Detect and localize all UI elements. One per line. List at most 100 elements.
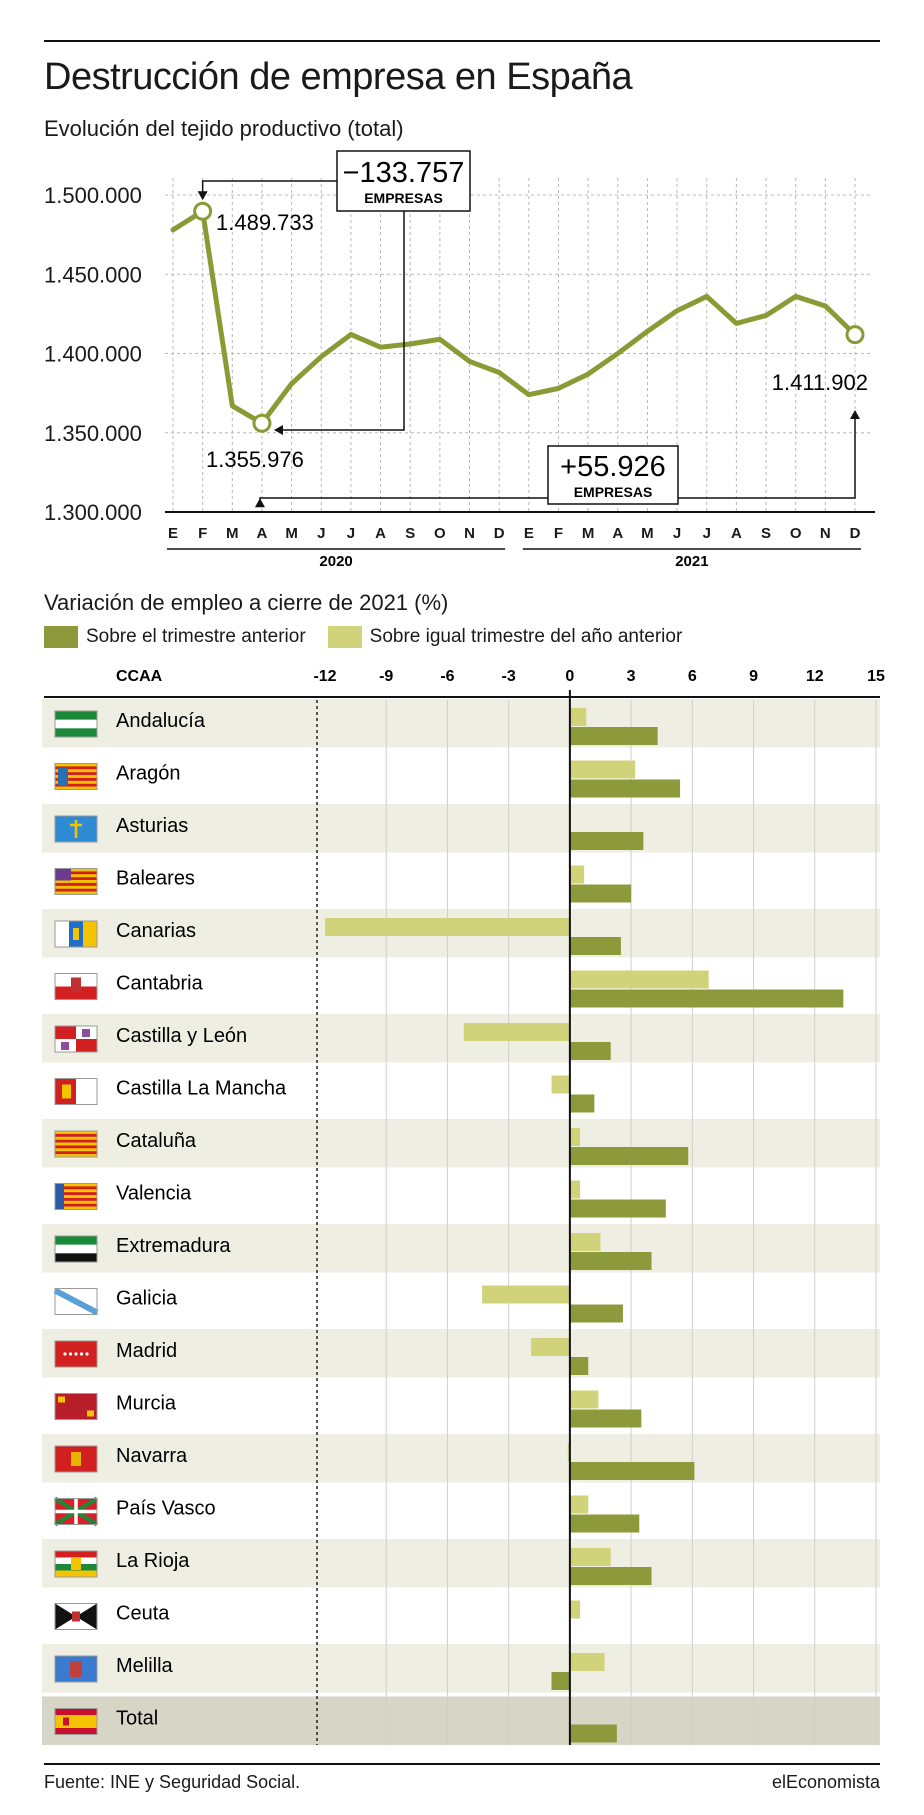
x-tick-label: -12	[313, 668, 336, 685]
bar-year	[569, 1600, 581, 1619]
y-tick-label: 1.350.000	[44, 421, 142, 446]
bar-year	[569, 1128, 581, 1146]
series-line	[170, 208, 858, 426]
category-label: Aragón	[116, 763, 181, 785]
category-label: Valencia	[116, 1183, 192, 1205]
bar-year	[569, 760, 636, 779]
asturias-flag-icon	[54, 815, 98, 843]
bar-quarter	[569, 779, 681, 798]
max-value-label: 1.489.733	[216, 210, 314, 235]
page-title: Destrucción de empresa en España	[44, 56, 633, 98]
x-tick-label: 12	[806, 668, 824, 685]
ceuta-flag-icon	[54, 1603, 98, 1630]
month-label: S	[761, 525, 771, 542]
bar-year	[569, 1390, 599, 1409]
point-marker	[845, 325, 865, 345]
month-label: F	[554, 525, 563, 542]
category-label: La Rioja	[116, 1550, 190, 1572]
drop-connector-top	[201, 180, 337, 197]
month-label: A	[257, 525, 268, 542]
legend-swatch-year	[327, 626, 362, 648]
spain-flag-icon	[54, 1708, 98, 1735]
x-tick-label: -6	[440, 668, 454, 685]
rise-unit: EMPRESAS	[574, 484, 653, 500]
bar-quarter	[569, 1094, 595, 1113]
row-band	[42, 804, 880, 853]
bar-year	[567, 1443, 570, 1461]
x-tick-label: 0	[565, 668, 574, 685]
month-label: A	[375, 525, 386, 542]
month-label: J	[673, 525, 681, 542]
month-label: M	[226, 525, 239, 542]
bar-chart-legend: Sobre el trimestre anterior Sobre igual …	[44, 626, 704, 648]
extremadura-flag-icon	[54, 1235, 98, 1263]
category-label: Andalucía	[116, 710, 206, 732]
year-label: 2021	[675, 553, 708, 570]
aragon-flag-icon	[54, 763, 98, 790]
bar-year	[569, 1653, 605, 1671]
category-label: Castilla y León	[116, 1025, 247, 1047]
drop-arrow-head-left	[273, 425, 283, 435]
month-label: D	[494, 525, 505, 542]
category-label: Ceuta	[116, 1603, 170, 1625]
line-chart-subtitle: Evolución del tejido productivo (total)	[44, 116, 404, 141]
y-tick-label: 1.300.000	[44, 500, 142, 525]
bar-quarter	[569, 1304, 623, 1323]
melilla-flag-icon	[54, 1655, 98, 1683]
month-label: J	[703, 525, 711, 542]
pais-vasco-flag-icon	[53, 1496, 99, 1527]
bar-quarter	[569, 1409, 642, 1428]
month-label: E	[524, 525, 534, 542]
month-label: A	[731, 525, 742, 542]
bar-year	[325, 918, 570, 936]
category-label: Galicia	[116, 1288, 178, 1310]
category-label: País Vasco	[116, 1498, 216, 1520]
row-band	[42, 1644, 880, 1693]
bar-year	[569, 1233, 601, 1251]
bar-quarter	[569, 1252, 652, 1270]
category-label: Melilla	[116, 1655, 174, 1677]
navarra-flag-icon	[54, 1445, 98, 1473]
rise-arrow-head	[850, 410, 860, 419]
year-label: 2020	[319, 553, 352, 570]
castilla-leon-flag-icon	[54, 1025, 98, 1053]
month-label: N	[820, 525, 831, 542]
bar-year	[569, 1495, 589, 1514]
y-tick-label: 1.500.000	[44, 183, 142, 208]
bar-year	[569, 970, 709, 989]
category-label: Murcia	[116, 1393, 177, 1415]
valencia-flag-icon	[54, 1183, 98, 1210]
month-label: F	[198, 525, 207, 542]
canarias-flag-icon	[54, 920, 98, 948]
category-label: Madrid	[116, 1340, 177, 1362]
legend-swatch-quarter	[44, 626, 78, 648]
cantabria-flag-icon	[54, 973, 98, 1000]
month-label: S	[405, 525, 415, 542]
bar-quarter	[569, 1514, 640, 1533]
end-value-label: 1.411.902	[772, 370, 868, 395]
brand-logo: elEconomista	[771, 1772, 880, 1792]
bar-quarter	[569, 1042, 611, 1060]
cataluna-flag-icon	[54, 1130, 98, 1158]
bar-quarter	[569, 989, 844, 1008]
bar-year	[482, 1285, 570, 1304]
month-label: M	[285, 525, 298, 542]
category-label: Total	[116, 1708, 158, 1730]
bar-year	[569, 1180, 581, 1199]
category-label: Cataluña	[116, 1130, 197, 1152]
castilla-la-mancha-flag-icon	[54, 1078, 98, 1105]
category-label: Canarias	[116, 920, 196, 942]
category-label: Extremadura	[116, 1235, 231, 1257]
row-band	[42, 1014, 880, 1063]
bar-quarter	[569, 727, 658, 745]
min-value-label: 1.355.976	[206, 447, 304, 472]
bar-year	[551, 1075, 570, 1094]
month-label: M	[582, 525, 595, 542]
point-marker	[193, 201, 213, 221]
bar-quarter	[569, 1567, 652, 1585]
andalucia-flag-icon	[54, 710, 98, 738]
category-label: Navarra	[116, 1445, 188, 1467]
baleares-flag-icon	[54, 868, 98, 895]
drop-annotation-box	[336, 150, 471, 212]
